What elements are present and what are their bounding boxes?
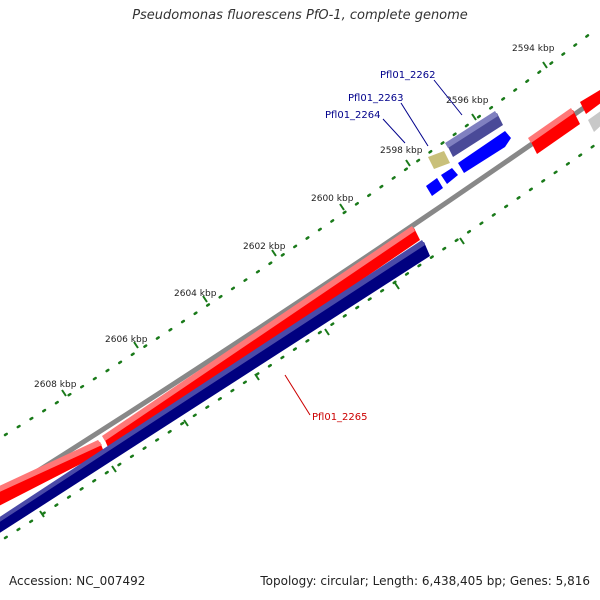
outer-major-ticks xyxy=(61,61,548,397)
gene-navy-reverse[interactable] xyxy=(0,240,430,536)
ruler-label-2608: 2608 kbp xyxy=(34,380,77,390)
genome-summary-text: Topology: circular; Length: 6,438,405 bp… xyxy=(260,574,590,588)
map-title: Pseudomonas fluorescens PfO-1, complete … xyxy=(132,8,468,23)
accession-text: Accession: NC_007492 xyxy=(9,574,146,588)
callout-line-2265 xyxy=(284,374,311,416)
outer-ruler-track xyxy=(3,28,597,437)
genome-backbone xyxy=(0,93,600,498)
ruler-label-2602: 2602 kbp xyxy=(243,242,286,252)
gene-gray-upper-right[interactable] xyxy=(588,108,600,132)
ruler-label-2596: 2596 kbp xyxy=(446,96,489,106)
callout-line-2263 xyxy=(400,102,429,147)
gene-pfl01-2265-forward[interactable] xyxy=(0,226,420,508)
ruler-label-2594: 2594 kbp xyxy=(512,44,555,54)
gene-pfl01-2262[interactable] xyxy=(445,111,503,157)
gene-red-upper-right[interactable] xyxy=(528,87,600,154)
gene-blue-arrow-large[interactable] xyxy=(458,131,511,173)
ruler-label-2598: 2598 kbp xyxy=(380,146,423,156)
ruler-label-2600: 2600 kbp xyxy=(311,194,354,204)
gene-label-pfl01-2264[interactable]: Pfl01_2264 xyxy=(325,110,381,121)
inner-major-ticks xyxy=(39,237,465,518)
gene-label-pfl01-2263[interactable]: Pfl01_2263 xyxy=(348,93,404,104)
ruler-label-2606: 2606 kbp xyxy=(105,335,148,345)
ruler-label-2604: 2604 kbp xyxy=(174,289,217,299)
callout-line-2264 xyxy=(382,118,406,144)
inner-ruler-track xyxy=(3,143,597,540)
callout-line-2262 xyxy=(433,79,463,116)
gene-label-pfl01-2265[interactable]: Pfl01_2265 xyxy=(312,412,368,423)
gene-pfl01-2263[interactable] xyxy=(428,151,450,169)
gene-label-pfl01-2262[interactable]: Pfl01_2262 xyxy=(380,70,436,81)
gene-pfl01-2264[interactable] xyxy=(426,168,458,196)
